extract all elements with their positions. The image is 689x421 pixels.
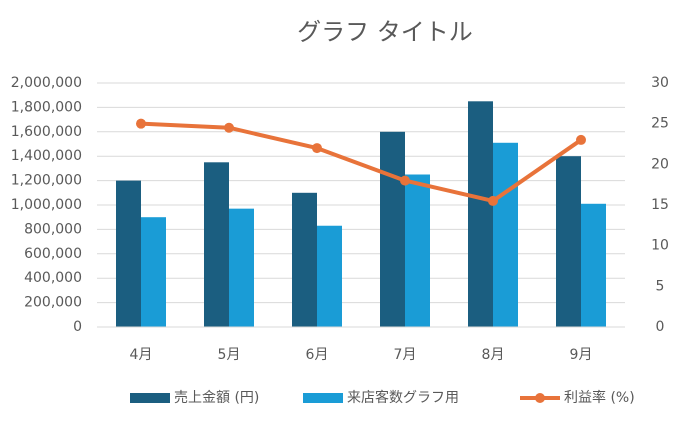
y-tick-label: 1,000,000 (11, 197, 82, 213)
y-tick-label: 1,800,000 (11, 99, 82, 115)
y-tick-label: 800,000 (24, 221, 82, 237)
bar (229, 208, 254, 327)
y2-tick-label: 20 (651, 156, 669, 172)
y-tick-label: 600,000 (24, 246, 82, 262)
x-tick-label: 5月 (218, 347, 241, 363)
legend-swatch (303, 393, 343, 403)
x-tick-label: 7月 (394, 347, 417, 363)
y2-tick-label: 15 (651, 197, 669, 213)
legend-swatch (130, 393, 170, 403)
line-marker (400, 175, 410, 186)
line (140, 121, 583, 203)
y-tick-label: 1,200,000 (11, 173, 82, 189)
bar (405, 174, 430, 327)
y2-tick-label: 10 (651, 238, 669, 254)
bar (116, 180, 141, 327)
y2-tick-label: 25 (651, 116, 669, 132)
legend-label: 来店客数グラフ用 (347, 389, 459, 406)
bar (292, 192, 317, 327)
line-marker (488, 195, 498, 206)
x-tick-label: 9月 (570, 347, 593, 363)
chart-title: グラフ タイトル (297, 18, 473, 46)
bar (468, 101, 493, 327)
line-marker (312, 143, 322, 154)
bar (317, 225, 342, 327)
bar (141, 217, 166, 327)
legend-label: 売上金額 (円) (174, 390, 259, 406)
y-tick-label: 2,000,000 (11, 75, 82, 91)
y-tick-label: 0 (73, 319, 82, 335)
bar (204, 162, 229, 327)
y-tick-label: 400,000 (24, 270, 82, 286)
bar (581, 203, 606, 327)
y2-tick-label: 30 (651, 75, 669, 91)
y2-tick-label: 0 (656, 319, 665, 335)
line-marker (576, 134, 586, 145)
y2-tick-label: 5 (656, 278, 665, 294)
legend-marker (535, 393, 545, 403)
bar (556, 156, 581, 327)
x-tick-label: 6月 (306, 347, 329, 363)
y-tick-label: 200,000 (24, 295, 82, 311)
bar (380, 131, 405, 327)
line-marker (224, 122, 234, 133)
legend-label: 利益率 (%) (564, 389, 635, 406)
x-tick-label: 4月 (130, 347, 153, 363)
y-tick-label: 1,400,000 (11, 148, 82, 164)
y-tick-label: 1,600,000 (11, 124, 82, 140)
x-tick-label: 8月 (482, 347, 505, 363)
line-marker (136, 118, 146, 129)
bar (493, 142, 518, 327)
